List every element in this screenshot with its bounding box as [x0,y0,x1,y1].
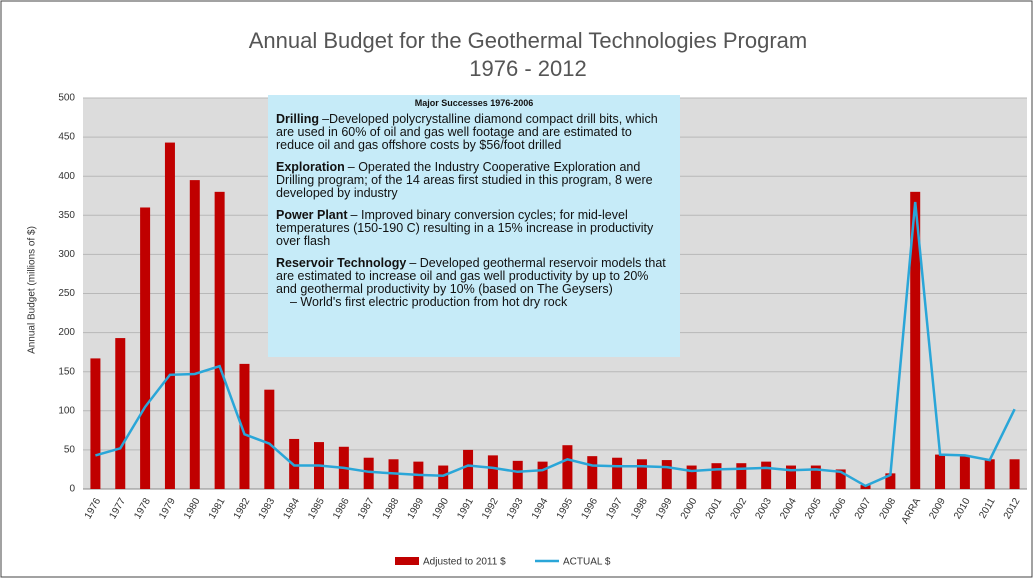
item-text: – Improved binary conversion cycles; for… [276,208,654,248]
item-lead: Power Plant [276,208,348,222]
bar [835,469,846,489]
y-tick-label: 150 [58,366,75,377]
y-tick-label: 50 [64,445,76,456]
bar [438,465,449,489]
bar [140,207,151,490]
bar [487,455,498,489]
bar [661,460,672,489]
annotation-item: Reservoir Technology – Developed geotherm… [276,257,672,296]
legend-label: ACTUAL $ [563,557,611,568]
bar [115,338,126,489]
item-text: –Developed polycrystalline diamond compa… [276,112,658,152]
item-lead: Drilling [276,112,320,126]
y-tick-label: 450 [58,132,75,143]
bar [761,461,772,489]
bar [239,363,250,489]
bar [686,465,697,489]
bar [885,473,896,489]
annotation-note: – World's first electric production from… [290,295,568,309]
bar [711,463,722,489]
item-lead: Exploration [276,160,345,174]
bar [189,180,200,490]
legend-label: Adjusted to 2011 $ [423,557,506,568]
annotation-box: Major Successes 1976-2006 Drilling –Devel… [268,95,680,357]
y-tick-label: 400 [58,171,75,182]
item-text: – Operated the Industry Cooperative Expl… [276,160,653,200]
bar [587,456,598,489]
annotation-item: Power Plant – Improved binary conversion … [276,209,672,248]
bar [90,358,101,489]
y-axis-label: Annual Budget (millions of $) [27,226,38,354]
y-tick-label: 350 [58,210,75,221]
bar [636,459,647,489]
bar [810,465,821,489]
y-tick-label: 100 [58,405,75,416]
bar [910,191,921,489]
bar [612,457,623,489]
chart-title: Annual Budget for the Geothermal Technol… [249,28,808,53]
legend-swatch [395,557,419,565]
bar [959,456,970,489]
y-tick-label: 0 [69,484,75,495]
item-text: – Developed geothermal reservoir models … [276,256,666,296]
chart-subtitle: 1976 - 2012 [469,56,586,81]
bar [935,454,946,489]
bar [537,461,548,489]
bar [736,463,747,489]
line [95,201,1016,488]
bar [1009,459,1020,489]
y-tick-label: 500 [58,93,75,104]
bar [984,459,995,489]
y-tick-label: 300 [58,249,75,260]
y-tick-label: 200 [58,327,75,338]
y-tick-label: 250 [58,288,75,299]
annotation-title: Major Successes 1976-2006 [414,98,534,108]
bar [512,460,523,489]
bar [214,191,225,489]
bar [562,445,573,489]
annotation-item: Exploration – Operated the Industry Coope… [276,161,672,200]
bar [264,389,275,489]
annotation-item: Drilling –Developed polycrystalline diamo… [276,113,672,152]
bar [463,449,474,489]
bar [363,457,374,489]
bar [164,142,175,489]
item-lead: Reservoir Technology [276,256,407,270]
bar [786,465,796,489]
